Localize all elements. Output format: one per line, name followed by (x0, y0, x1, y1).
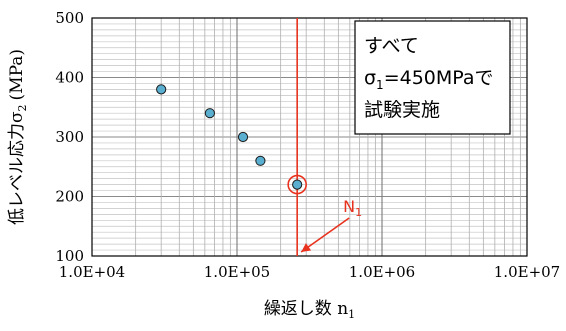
x-tick-labels: 1.0E+04 1.0E+05 1.0E+06 1.0E+07 (59, 263, 560, 281)
y-tick-label: 400 (55, 69, 84, 87)
x-axis-title-sub: 1 (348, 308, 355, 321)
note-line3: 試験実施 (364, 99, 440, 121)
y-axis-title: 低レベル応力σ2 (MPa) (7, 49, 29, 225)
x-tick-label: 1.0E+06 (349, 263, 415, 281)
n1-label-sub: 1 (355, 206, 362, 219)
note-line2-prefix: σ (364, 67, 376, 89)
data-point (204, 108, 215, 119)
x-axis-title-main: 繰返し数 n (264, 299, 348, 319)
x-tick-label: 1.0E+04 (59, 263, 125, 281)
note-line2-suffix: =450MPaで (384, 67, 494, 89)
x-tick-label: 1.0E+07 (494, 263, 560, 281)
x-tick-label: 1.0E+05 (204, 263, 270, 281)
y-axis-title-sub: 2 (16, 104, 29, 111)
x-axis-title: 繰返し数 n1 (264, 299, 355, 321)
plot-frame (91, 17, 528, 257)
y-axis-title-main: 低レベル応力σ (7, 111, 27, 225)
n1-label: N1 (343, 197, 362, 219)
note-box: すべて σ1=450MPaで 試験実施 (354, 20, 511, 135)
data-point (156, 84, 167, 95)
highlight-ring (287, 174, 307, 195)
y-tick-label: 300 (55, 128, 84, 146)
n1-arrow (300, 217, 350, 253)
data-point (237, 131, 249, 143)
data-points (156, 84, 303, 190)
n1-arrowhead (301, 243, 312, 252)
note-line2-subscript: 1 (376, 78, 384, 92)
y-tick-label: 100 (55, 247, 84, 265)
y-tick-labels: 100 200 300 400 500 (55, 9, 84, 265)
n1-label-main: N (343, 197, 355, 216)
y-tick-label: 200 (55, 188, 84, 206)
data-point (255, 155, 266, 166)
y-tick-label: 500 (55, 9, 84, 27)
note-box-frame (354, 20, 511, 135)
note-line2: σ1=450MPaで (364, 67, 494, 92)
note-line1: すべて (364, 35, 419, 57)
data-point (292, 179, 303, 190)
y-axis-title-unit: (MPa) (7, 49, 27, 100)
